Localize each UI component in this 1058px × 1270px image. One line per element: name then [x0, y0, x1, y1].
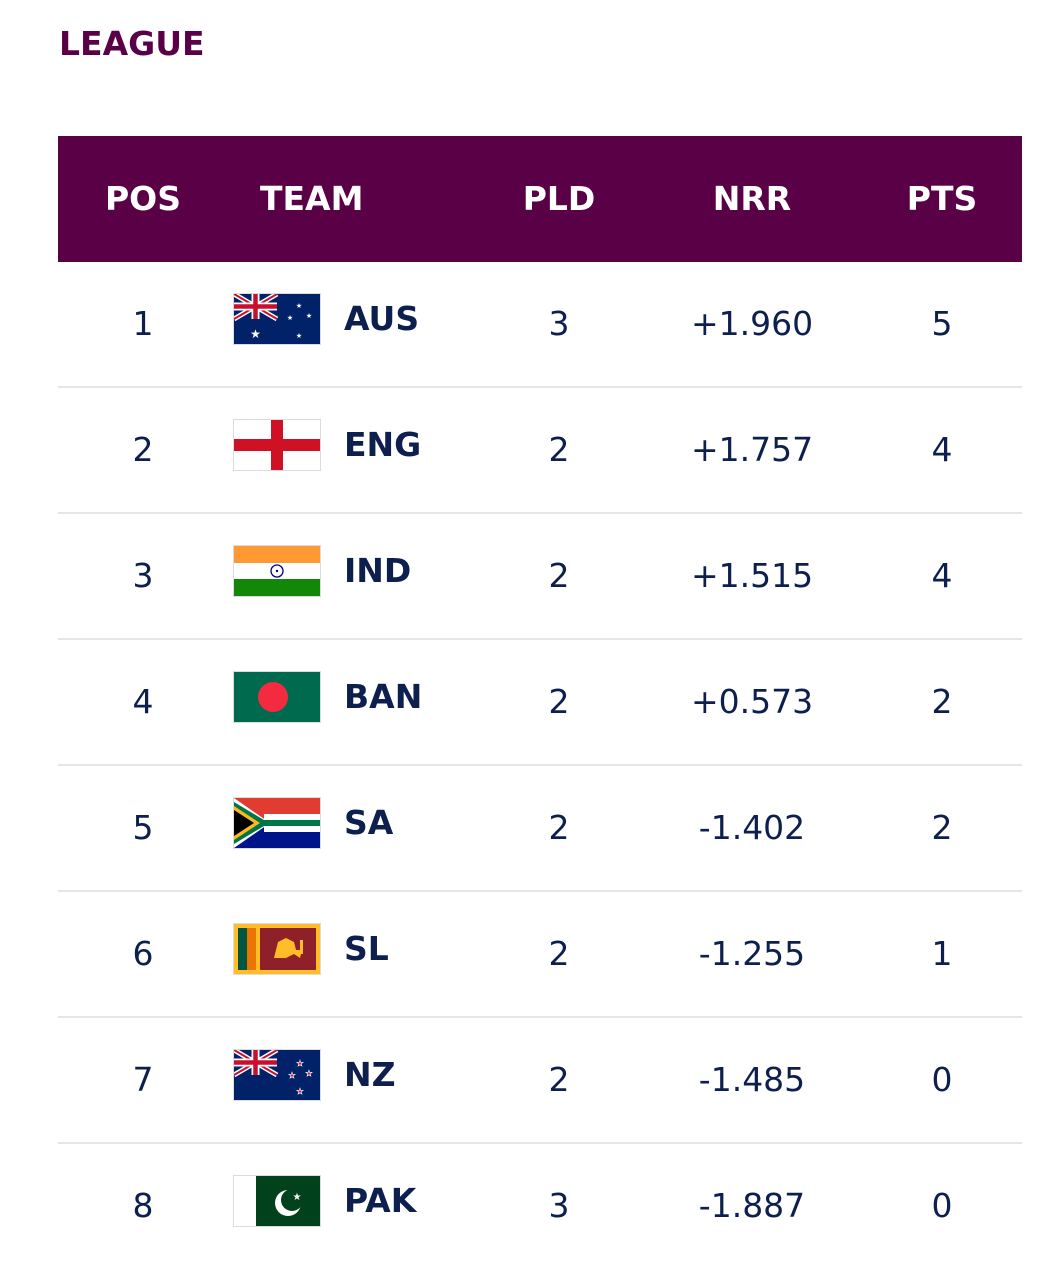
position: 8: [132, 1186, 154, 1225]
table-row[interactable]: 2 ENG 2 +1.757 4: [58, 388, 1022, 514]
header-pos: POS: [104, 179, 181, 218]
points: 4: [931, 430, 953, 469]
team-name[interactable]: PAK: [344, 1181, 417, 1220]
table-row[interactable]: 4 BAN 2 +0.573 2: [58, 640, 1022, 766]
net-run-rate: -1.402: [698, 808, 806, 847]
points: 0: [931, 1186, 953, 1225]
position: 6: [132, 934, 154, 973]
svg-text:★: ★: [296, 1059, 303, 1068]
table-row[interactable]: 1 ★ ★ ★ ★ ★ AUS 3 +1.960 5: [58, 262, 1022, 388]
played: 3: [548, 304, 570, 343]
net-run-rate: +1.960: [690, 304, 814, 343]
england-flag-icon: [234, 420, 320, 470]
position: 7: [132, 1060, 154, 1099]
position: 4: [132, 682, 154, 721]
net-run-rate: +1.757: [690, 430, 814, 469]
table-row[interactable]: 7 ★ ★ ★ ★ NZ 2 -1.485 0: [58, 1018, 1022, 1144]
team-name[interactable]: AUS: [344, 299, 420, 338]
section-title: LEAGUE: [59, 24, 205, 63]
points: 5: [931, 304, 953, 343]
table-row[interactable]: 5 SA 2 -1.402 2: [58, 766, 1022, 892]
svg-text:★: ★: [296, 1087, 303, 1096]
team-name[interactable]: BAN: [344, 677, 423, 716]
points: 0: [931, 1060, 953, 1099]
bangladesh-flag-icon: [234, 672, 320, 722]
svg-text:★: ★: [306, 312, 312, 320]
table-row[interactable]: 6 SL 2 -1.255 1: [58, 892, 1022, 1018]
played: 3: [548, 1186, 570, 1225]
played: 2: [548, 808, 570, 847]
svg-text:★: ★: [287, 314, 293, 322]
played: 2: [548, 430, 570, 469]
pakistan-flag-icon: ★: [234, 1176, 320, 1226]
team-name[interactable]: NZ: [344, 1055, 396, 1094]
played: 2: [548, 1060, 570, 1099]
svg-text:★: ★: [296, 332, 302, 340]
header-team: TEAM: [260, 179, 364, 218]
team-name[interactable]: SL: [344, 929, 389, 968]
played: 2: [548, 682, 570, 721]
new-zealand-flag-icon: ★ ★ ★ ★: [234, 1050, 320, 1100]
sri-lanka-flag-icon: [234, 924, 320, 974]
net-run-rate: +0.573: [690, 682, 814, 721]
table-header: POS TEAM PLD NRR PTS: [58, 136, 1022, 262]
position: 5: [132, 808, 154, 847]
position: 2: [132, 430, 154, 469]
svg-text:★: ★: [305, 1069, 312, 1078]
table-row[interactable]: 8 ★ PAK 3 -1.887 0: [58, 1144, 1022, 1270]
net-run-rate: -1.485: [698, 1060, 806, 1099]
header-nrr: NRR: [712, 179, 792, 218]
points: 1: [931, 934, 953, 973]
points: 2: [931, 808, 953, 847]
points: 4: [931, 556, 953, 595]
team-name[interactable]: SA: [344, 803, 394, 842]
played: 2: [548, 934, 570, 973]
position: 3: [132, 556, 154, 595]
net-run-rate: +1.515: [690, 556, 814, 595]
standings-table: POS TEAM PLD NRR PTS 1 ★ ★ ★ ★ ★: [58, 136, 1022, 1270]
header-pts: PTS: [906, 179, 978, 218]
net-run-rate: -1.255: [698, 934, 806, 973]
svg-text:★: ★: [288, 1071, 295, 1080]
position: 1: [132, 304, 154, 343]
points: 2: [931, 682, 953, 721]
india-flag-icon: [234, 546, 320, 596]
played: 2: [548, 556, 570, 595]
svg-text:★: ★: [296, 302, 302, 310]
team-name[interactable]: IND: [344, 551, 412, 590]
table-row[interactable]: 3 IND 2 +1.515 4: [58, 514, 1022, 640]
team-name[interactable]: ENG: [344, 425, 422, 464]
australia-flag-icon: ★ ★ ★ ★ ★: [234, 294, 320, 344]
svg-text:★: ★: [250, 327, 261, 341]
south-africa-flag-icon: [234, 798, 320, 848]
svg-text:★: ★: [293, 1192, 302, 1203]
net-run-rate: -1.887: [698, 1186, 806, 1225]
header-pld: PLD: [522, 179, 596, 218]
